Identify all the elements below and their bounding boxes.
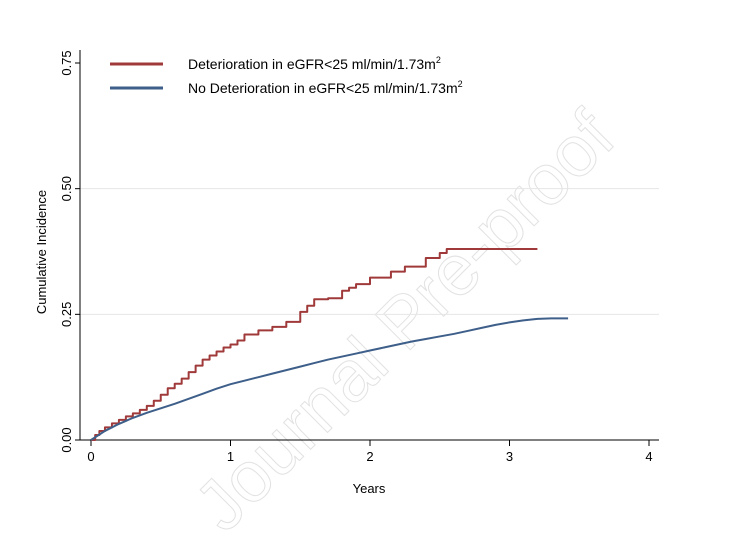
tick-marks: 0.00 0.25 0.50 0.75 0 1 2 3 4 [59, 50, 653, 464]
x-tick-label: 1 [227, 449, 234, 464]
y-tick-label: 0.50 [59, 176, 74, 201]
series-lines [90, 247, 569, 441]
y-tick-label: 0.25 [59, 302, 74, 327]
x-tick-label: 2 [366, 449, 373, 464]
y-tick-label: 0.00 [59, 427, 74, 452]
legend-label-1: No Deterioration in eGFR<25 ml/min/1.73m… [188, 79, 463, 96]
legend-label-0: Deterioration in eGFR<25 ml/min/1.73m2 [188, 55, 441, 72]
x-tick-label: 4 [645, 449, 652, 464]
x-tick-label: 0 [87, 449, 94, 464]
x-tick-label: 3 [506, 449, 513, 464]
gridlines [80, 188, 659, 315]
series-line-1 [90, 317, 569, 441]
y-axis-title: Cumulative Incidence [34, 190, 49, 314]
series-line-0 [91, 247, 538, 441]
x-axis-title: Years [353, 481, 386, 496]
legend: Deterioration in eGFR<25 ml/min/1.73m2 No… [110, 55, 463, 96]
y-tick-label: 0.75 [59, 50, 74, 75]
